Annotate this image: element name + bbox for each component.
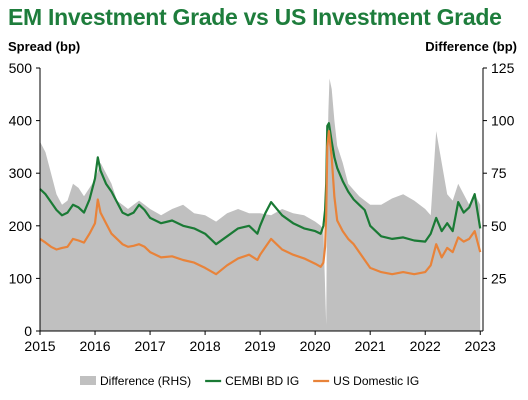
- cembi-bd-ig-line: [39, 122, 482, 246]
- y-axis-right-title: Difference (bp): [425, 39, 517, 54]
- axis-layer: [39, 68, 484, 332]
- difference-area-layer: [40, 78, 481, 331]
- legend-item-cembi-bd-ig: CEMBI BD IG: [205, 374, 299, 388]
- y-tick-label-right: 75: [491, 165, 507, 181]
- legend-swatch: [80, 376, 96, 385]
- y-tick-label-right: 125: [491, 60, 515, 76]
- y-tick-label-right: 50: [491, 218, 507, 234]
- y-tick-label-left: 0: [24, 323, 32, 339]
- x-tick-label: 2017: [134, 338, 165, 354]
- line-series-layer: [39, 122, 482, 276]
- difference-rhs-area: [40, 78, 481, 331]
- x-tick-label: 2015: [24, 338, 55, 354]
- x-tick-label: 2019: [245, 338, 276, 354]
- x-tick-label: 2016: [79, 338, 110, 354]
- y-tick-label-left: 300: [9, 165, 33, 181]
- x-tick-label: 2018: [190, 338, 221, 354]
- legend-item-difference-rhs: Difference (RHS): [80, 374, 191, 388]
- y-tick-label-right: 25: [491, 270, 507, 286]
- y-tick-label-right: 100: [491, 113, 515, 129]
- x-tick-label: 2022: [410, 338, 441, 354]
- x-tick-label: 2023: [465, 338, 496, 354]
- tick-layer: 0 100 200 300 400 500 25 50 75 100 125 2015 2016 2017…: [9, 60, 515, 354]
- legend-label: US Domestic IG: [333, 374, 419, 388]
- chart-title: EM Investment Grade vs US Investment Gra…: [8, 4, 502, 30]
- legend: Difference (RHS) CEMBI BD IG US Domestic I…: [80, 374, 419, 388]
- y-tick-label-left: 200: [9, 218, 33, 234]
- legend-label: CEMBI BD IG: [225, 374, 299, 388]
- y-tick-label-left: 400: [9, 113, 33, 129]
- us-domestic-ig-line: [39, 130, 482, 276]
- y-tick-label-left: 100: [9, 270, 33, 286]
- x-tick-label: 2021: [355, 338, 386, 354]
- y-axis-left-title: Spread (bp): [8, 39, 80, 54]
- legend-label: Difference (RHS): [100, 374, 191, 388]
- x-tick-label: 2020: [300, 338, 331, 354]
- y-tick-label-left: 500: [9, 60, 33, 76]
- legend-item-us-domestic-ig: US Domestic IG: [313, 374, 419, 388]
